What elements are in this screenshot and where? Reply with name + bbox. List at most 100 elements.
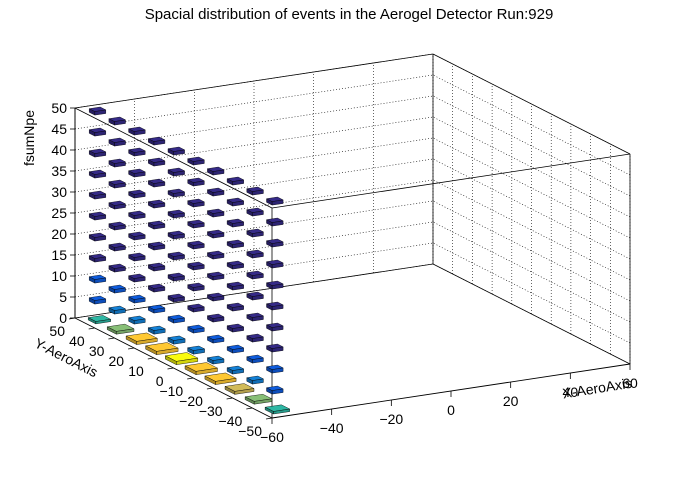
bar-side <box>207 252 214 260</box>
lego-bar <box>265 217 284 227</box>
x-tick-label: −60 <box>260 429 284 445</box>
lego-bar <box>88 190 107 200</box>
lego-bar <box>127 273 146 283</box>
bar-side <box>246 251 253 259</box>
lego-bar <box>246 207 265 217</box>
y-tick-label: −40 <box>219 413 243 429</box>
bar-side <box>108 160 115 168</box>
lego-bar <box>187 156 205 166</box>
lego-bar <box>167 335 186 345</box>
lego-bar <box>187 324 205 334</box>
lego-bar <box>108 305 127 315</box>
lego-bar <box>88 232 107 242</box>
bar-side <box>128 233 135 241</box>
lego-bar <box>206 355 225 365</box>
lego-bar <box>226 365 245 375</box>
bar-side <box>187 347 194 355</box>
lego-bar <box>108 158 127 168</box>
lego-bar <box>265 196 284 206</box>
lego-bar <box>88 148 107 158</box>
lego-bar <box>226 218 245 228</box>
bar-side <box>266 282 273 290</box>
bar-side <box>266 387 273 395</box>
bar-side <box>266 219 273 227</box>
z-tick-label: 5 <box>59 289 67 305</box>
lego-bar <box>108 137 127 147</box>
lego-bar <box>127 210 146 220</box>
bar-side <box>148 159 155 167</box>
lego-bar <box>127 168 146 178</box>
bar-side <box>266 198 273 206</box>
y-tick <box>68 317 76 320</box>
bar-side <box>106 326 117 335</box>
lego-bar <box>206 229 225 239</box>
frame-edge <box>74 53 434 109</box>
bar-side <box>207 168 214 176</box>
y-tick-label: −10 <box>159 383 183 399</box>
bar-side <box>145 345 157 356</box>
y-tick <box>88 327 95 330</box>
grid-lines <box>74 53 631 365</box>
lego-bar <box>147 178 166 188</box>
bar-side <box>148 180 155 188</box>
lego-bar <box>265 322 284 332</box>
lego-bar <box>108 242 127 252</box>
y-tick <box>246 407 253 410</box>
bar-side <box>148 222 155 230</box>
y-tick-label: −30 <box>199 403 223 419</box>
lego-bar <box>265 280 284 290</box>
lego-bar <box>206 334 225 344</box>
lego-bar <box>108 284 127 294</box>
x-tick-label: −20 <box>379 411 403 427</box>
bar-side <box>148 138 155 146</box>
bar-side <box>147 327 155 335</box>
lego-bar <box>147 199 166 209</box>
x-tick-label: 0 <box>447 402 455 418</box>
lego-bar <box>206 187 225 197</box>
lego-bar <box>226 302 245 312</box>
y-tick-label: 40 <box>69 333 85 349</box>
lego-bar <box>187 177 205 187</box>
z-tick-label: 15 <box>51 247 67 263</box>
z-tick-label: 20 <box>51 226 67 242</box>
bar-side <box>207 189 214 197</box>
bar-side <box>167 316 174 324</box>
y-tick <box>108 337 115 340</box>
bar-side <box>88 234 96 242</box>
lego-bar <box>265 259 284 269</box>
lego-bar <box>108 116 127 126</box>
bar-side <box>88 213 96 221</box>
z-tick-label: 25 <box>51 205 67 221</box>
bar-side <box>88 171 96 179</box>
bar-side <box>87 317 97 325</box>
bar-side <box>246 188 253 196</box>
lego-bar <box>246 186 265 196</box>
bar-side <box>266 240 273 248</box>
bar-side <box>148 285 155 293</box>
y-tick <box>226 397 233 400</box>
lego-bar <box>167 188 186 198</box>
bar-side <box>128 275 135 283</box>
lego-bar <box>87 315 112 325</box>
bar-side <box>266 261 273 269</box>
y-tick <box>167 367 174 370</box>
lego-bar <box>187 240 205 250</box>
bar-side <box>226 220 233 228</box>
bar-side <box>264 406 274 415</box>
lego-bar <box>226 239 245 249</box>
bar-side <box>246 209 253 217</box>
z-tick-label: 10 <box>51 268 67 284</box>
bar-side <box>167 148 174 156</box>
bar-side <box>246 314 253 322</box>
bar-side <box>226 304 233 312</box>
bar-side <box>224 386 236 395</box>
lego-bar <box>127 126 146 136</box>
bar-side <box>187 179 194 187</box>
lego-bar <box>206 250 225 260</box>
lego-bar <box>246 333 265 343</box>
bar-side <box>148 243 155 251</box>
lego-bar <box>144 342 179 356</box>
bar-side <box>187 242 194 250</box>
z-axis-label: fsumNpe <box>21 110 37 166</box>
bar-side <box>167 295 174 303</box>
